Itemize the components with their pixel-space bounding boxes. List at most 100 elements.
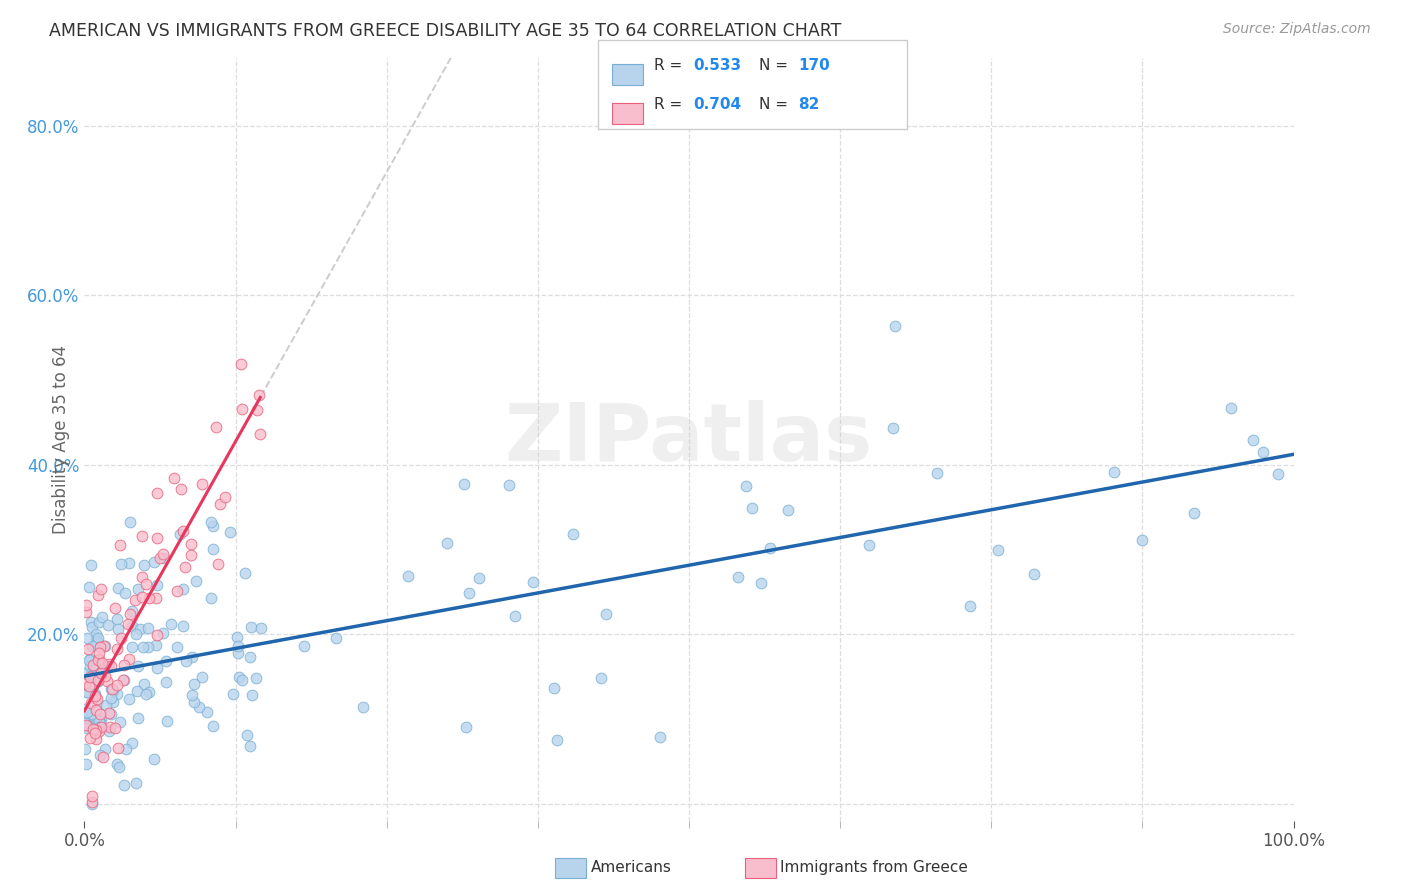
Point xyxy=(107,760,129,774)
Point xyxy=(86,695,108,709)
Point xyxy=(84,631,107,645)
Point xyxy=(79,615,101,629)
Text: AMERICAN VS IMMIGRANTS FROM GREECE DISABILITY AGE 35 TO 64 CORRELATION CHART: AMERICAN VS IMMIGRANTS FROM GREECE DISAB… xyxy=(49,22,842,40)
Point xyxy=(201,519,224,533)
Point xyxy=(1130,533,1153,547)
Point xyxy=(77,718,100,732)
Point xyxy=(595,607,617,622)
Point xyxy=(172,582,194,596)
Point xyxy=(858,539,880,553)
Point xyxy=(146,486,169,500)
Point xyxy=(396,568,419,582)
Point xyxy=(239,619,262,633)
Point xyxy=(91,657,114,671)
Point xyxy=(166,640,188,654)
Point xyxy=(121,604,143,618)
Point xyxy=(648,730,671,744)
Point xyxy=(180,548,202,562)
Point xyxy=(172,618,194,632)
Point xyxy=(75,756,97,771)
Point xyxy=(155,654,177,668)
Point xyxy=(76,721,98,735)
Point xyxy=(80,666,103,681)
Point xyxy=(228,670,250,684)
Point xyxy=(453,477,475,491)
Point xyxy=(142,555,165,569)
Point xyxy=(118,515,141,529)
Point xyxy=(101,682,124,697)
Point xyxy=(82,789,104,804)
Point xyxy=(87,646,110,660)
Point xyxy=(100,690,122,705)
Point xyxy=(1220,401,1243,415)
Point xyxy=(201,718,224,732)
Point xyxy=(82,658,104,673)
Point xyxy=(145,639,167,653)
Point xyxy=(160,616,183,631)
Point xyxy=(105,678,128,692)
Point xyxy=(925,466,948,480)
Point xyxy=(749,575,772,590)
Point xyxy=(79,558,101,572)
Point xyxy=(87,635,110,649)
Point xyxy=(250,621,273,635)
Point xyxy=(87,651,110,665)
Point xyxy=(121,619,143,633)
Point xyxy=(98,720,121,734)
Point xyxy=(118,557,141,571)
Y-axis label: Disability Age 35 to 64: Disability Age 35 to 64 xyxy=(52,345,70,533)
Point xyxy=(741,501,763,516)
Point xyxy=(124,593,146,607)
Point xyxy=(101,695,124,709)
Point xyxy=(80,677,103,691)
Point xyxy=(80,706,103,721)
Point xyxy=(292,640,315,654)
Point xyxy=(121,736,143,750)
Text: N =: N = xyxy=(759,58,793,72)
Point xyxy=(134,576,156,591)
Point xyxy=(84,723,107,738)
Point xyxy=(138,685,160,699)
Point xyxy=(138,621,160,635)
Point xyxy=(245,671,267,685)
Point xyxy=(83,726,105,740)
Point xyxy=(127,711,149,725)
Point xyxy=(148,551,170,566)
Point xyxy=(100,659,122,673)
Point xyxy=(1241,434,1264,448)
Point xyxy=(181,688,204,702)
Point xyxy=(129,622,152,636)
Point xyxy=(180,537,202,551)
Point xyxy=(131,529,153,543)
Point xyxy=(352,699,374,714)
Point xyxy=(107,741,129,756)
Point xyxy=(546,732,568,747)
Point xyxy=(118,692,141,706)
Point xyxy=(226,630,249,644)
Point xyxy=(75,718,97,732)
Point xyxy=(89,724,111,739)
Point xyxy=(145,591,167,605)
Point xyxy=(76,705,98,719)
Point xyxy=(142,751,165,765)
Point xyxy=(186,574,208,588)
Point xyxy=(239,649,262,664)
Point xyxy=(221,687,243,701)
Point xyxy=(101,681,124,696)
Point xyxy=(77,580,100,594)
Point xyxy=(152,547,174,561)
Point xyxy=(94,669,117,683)
Point xyxy=(84,703,107,717)
Point xyxy=(436,535,458,549)
Point xyxy=(80,654,103,668)
Point xyxy=(235,566,257,580)
Point xyxy=(90,720,112,734)
Point xyxy=(200,591,222,605)
Point xyxy=(108,538,131,552)
Point xyxy=(883,319,905,334)
Point xyxy=(457,585,479,599)
Point xyxy=(125,683,148,698)
Point xyxy=(84,731,107,746)
Point xyxy=(205,420,228,434)
Text: Americans: Americans xyxy=(591,860,672,874)
